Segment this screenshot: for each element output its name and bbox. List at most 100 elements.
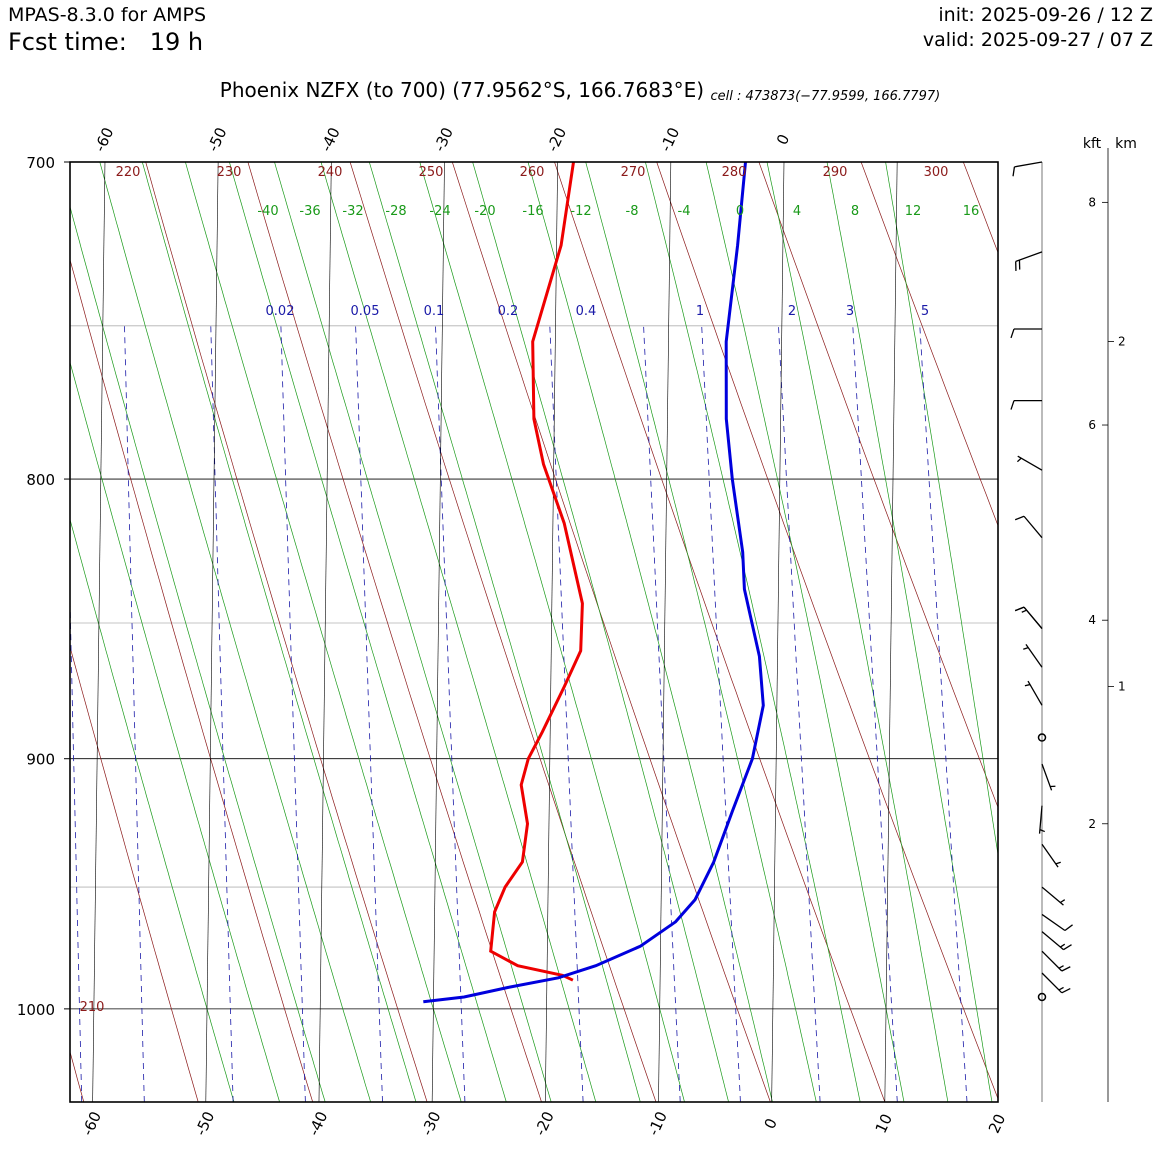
wind-barb-half-flag: [1023, 646, 1029, 650]
dry-adiabat-label: 280: [722, 165, 747, 180]
temp-tick-top-label: 0: [773, 131, 793, 147]
dry-adiabat-line: [758, 162, 998, 809]
moist-adiabat-label: -8: [626, 204, 639, 219]
wind-barb-staff: [1015, 251, 1043, 263]
moist-adiabat-line: [472, 162, 729, 1102]
pressure-tick-label: 1000: [17, 1001, 55, 1019]
mixing-ratio-line: [549, 325, 584, 1102]
temp-tick-bottom-label: -40: [305, 1109, 332, 1139]
wind-barb-flag: [1014, 515, 1025, 521]
moist-adiabat-label: 12: [905, 204, 922, 219]
chart-title: Phoenix NZFX (to 700) (77.9562°S, 166.76…: [0, 78, 1160, 104]
moist-adiabat-line: [141, 162, 417, 1102]
wind-barb-half-flag: [1021, 609, 1027, 613]
temp-tick-bottom-label: -60: [78, 1109, 105, 1139]
isotherm-line: [318, 162, 332, 1102]
init-time: init: 2025-09-26 / 12 Z: [938, 4, 1153, 26]
wind-barb-half-flag: [1016, 457, 1022, 463]
mixing-ratio-label: 0.05: [351, 304, 380, 319]
pressure-tick-label: 700: [26, 154, 55, 172]
kft-tick-label: 8: [1088, 195, 1096, 209]
temperature-profile-line: [489, 162, 584, 982]
kft-tick-label: 2: [1088, 817, 1096, 831]
mixing-ratio-label: 1: [696, 304, 704, 319]
wind-barb-half-flag: [1024, 683, 1031, 687]
forecast-time: Fcst time: 19 h: [8, 28, 203, 56]
moist-adiabat-label: -16: [522, 204, 543, 219]
wind-barb-calm: [1037, 992, 1047, 1002]
mixing-ratio-label: 0.2: [498, 304, 519, 319]
mixing-ratio-line: [355, 325, 383, 1102]
temp-tick-top-label: -60: [91, 125, 118, 155]
isotherm-line: [205, 162, 219, 1102]
mixing-ratio-line: [852, 325, 898, 1102]
wind-barb-half-flag: [1060, 943, 1066, 948]
forecast-time-value: 19 h: [149, 28, 204, 56]
isotherm-line: [1111, 162, 1123, 1102]
km-tick-label: 1: [1118, 679, 1126, 693]
moist-adiabat-line: [70, 361, 280, 1102]
moist-adiabat-label: -32: [342, 204, 363, 219]
wind-barb-flag: [1063, 944, 1072, 951]
wind-barb-staff: [1041, 886, 1064, 906]
mixing-ratio-label: 5: [921, 304, 929, 319]
wind-barb-half-flag: [1055, 861, 1061, 865]
moist-adiabat-line: [527, 162, 773, 1102]
wind-barb-staff: [1017, 455, 1043, 471]
isotherm-line: [658, 162, 672, 1102]
plot-frame: [69, 161, 999, 1103]
wind-barb-half-flag: [1058, 986, 1064, 991]
wind-barb-staff: [1023, 515, 1043, 539]
dry-adiabat-label: 270: [621, 165, 646, 180]
wind-barb-flag: [1010, 328, 1015, 339]
wind-barb-staff: [1027, 680, 1043, 706]
valid-time: valid: 2025-09-27 / 07 Z: [922, 29, 1153, 51]
dry-adiabat-label: 240: [318, 165, 343, 180]
pressure-tick-label: 800: [26, 471, 55, 489]
forecast-time-label: Fcst time:: [8, 28, 127, 56]
moist-adiabat-line: [705, 162, 905, 1102]
dry-adiabat-label: 260: [520, 165, 545, 180]
moist-adiabat-line: [274, 162, 552, 1102]
wind-barb-staff: [1023, 606, 1043, 629]
dry-adiabat-label: 250: [419, 165, 444, 180]
wind-barb-half-flag: [1039, 829, 1045, 833]
temp-tick-bottom-label: 20: [985, 1111, 1009, 1136]
km-tick-label: 2: [1118, 335, 1126, 349]
wind-barb-staff: [1041, 972, 1063, 994]
dry-adiabat-line: [70, 1050, 85, 1102]
moist-adiabat-line: [70, 205, 326, 1102]
dewpoint-profile-line: [423, 162, 765, 1004]
dry-adiabat-label: 300: [924, 165, 949, 180]
mixing-ratio-line: [210, 325, 234, 1102]
wind-barb-staff: [1041, 843, 1059, 868]
dry-adiabat-label: 230: [217, 165, 242, 180]
wind-barb-staff: [1041, 931, 1064, 951]
isotherm-line: [92, 162, 106, 1102]
mixing-ratio-line: [778, 325, 821, 1102]
temp-tick-top-label: -50: [204, 125, 231, 155]
wind-barb-flag: [1012, 166, 1016, 177]
moist-adiabat-label: 8: [851, 204, 859, 219]
mixing-ratio-line: [919, 325, 968, 1102]
wind-barb-staff: [1041, 913, 1066, 932]
temp-tick-top-label: -20: [543, 125, 570, 155]
km-label: km: [1115, 136, 1137, 152]
temp-tick-top-label: -70: [0, 125, 4, 155]
dry-adiabat-label: 290: [823, 165, 848, 180]
temp-tick-bottom-label: -30: [418, 1109, 445, 1139]
isotherm-line: [545, 162, 558, 1102]
wind-barb-staff: [1038, 805, 1043, 834]
wind-barb-flag: [1010, 400, 1015, 410]
mixing-ratio-line: [280, 325, 306, 1102]
dry-adiabat-line: [70, 258, 314, 1102]
temp-tick-bottom-label: -50: [192, 1109, 219, 1139]
moist-adiabat-line: [229, 162, 507, 1102]
mixing-ratio-line: [124, 325, 145, 1102]
dry-adiabat-label: 220: [116, 165, 141, 180]
moist-adiabat-line: [826, 162, 993, 1102]
mixing-ratio-line: [643, 325, 681, 1102]
moist-adiabat-line: [885, 162, 998, 857]
wind-barb-staff: [1025, 643, 1043, 668]
moist-adiabat-label: -28: [385, 204, 406, 219]
